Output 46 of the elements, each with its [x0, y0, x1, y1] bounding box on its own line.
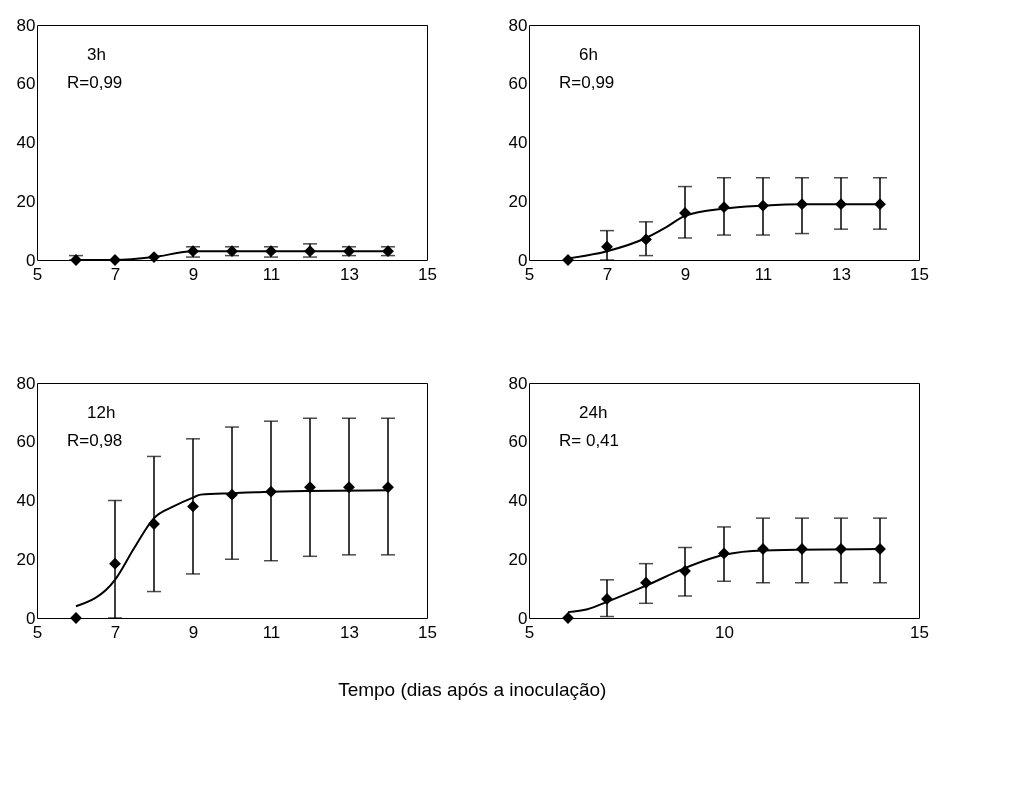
x-tick-label: 9 — [188, 264, 199, 284]
x-axis-title: Tempo (dias após a inoculação) — [338, 678, 607, 700]
x-tick-label: 15 — [910, 622, 929, 642]
x-tick-label: 10 — [715, 622, 734, 642]
x-tick-label: 7 — [602, 264, 613, 284]
annotation: R=0,99 — [67, 73, 123, 92]
annotation: R= 0,41 — [559, 431, 620, 450]
y-tick-label: 60 — [16, 74, 36, 94]
x-tick-label: 9 — [188, 622, 199, 642]
y-tick-label: 80 — [508, 15, 528, 35]
annotation: R=0,98 — [67, 431, 123, 450]
y-tick-label: 20 — [16, 549, 36, 569]
annotation: 12h — [87, 403, 116, 422]
point — [382, 481, 394, 494]
x-tick-label: 9 — [680, 264, 691, 284]
x-tick-label: 15 — [910, 264, 929, 284]
y-tick-label: 60 — [508, 432, 528, 452]
annotation: 3h — [87, 45, 106, 64]
annotation: 24h — [579, 403, 608, 422]
annotation: 6h — [579, 45, 598, 64]
point — [187, 500, 199, 513]
x-tick-label: 11 — [262, 264, 281, 284]
y-tick-label: 60 — [16, 432, 36, 452]
y-tick-label: 80 — [16, 373, 36, 393]
point — [601, 240, 613, 253]
y-tick-label: 40 — [16, 133, 36, 152]
y-tick-label: 60 — [508, 74, 528, 94]
x-tick-label: 7 — [110, 622, 121, 642]
x-tick-label: 15 — [418, 622, 437, 642]
y-tick-label: 20 — [16, 191, 36, 211]
x-tick-label: 11 — [754, 264, 773, 284]
y-tick-label: 20 — [508, 549, 528, 569]
y-tick-label: 40 — [508, 133, 528, 152]
y-tick-label: 40 — [508, 491, 528, 510]
point — [109, 557, 121, 570]
annotation: R=0,99 — [559, 73, 615, 92]
x-tick-label: 13 — [340, 622, 359, 642]
x-tick-label: 13 — [340, 264, 359, 284]
y-tick-label: 20 — [508, 191, 528, 211]
x-tick-label: 11 — [262, 622, 281, 642]
y-tick-label: 40 — [16, 491, 36, 510]
y-tick-label: 80 — [16, 15, 36, 35]
y-tick-label: 80 — [508, 373, 528, 393]
x-tick-label: 7 — [110, 264, 121, 284]
x-tick-label: 15 — [418, 264, 437, 284]
x-tick-label: 13 — [832, 264, 851, 284]
